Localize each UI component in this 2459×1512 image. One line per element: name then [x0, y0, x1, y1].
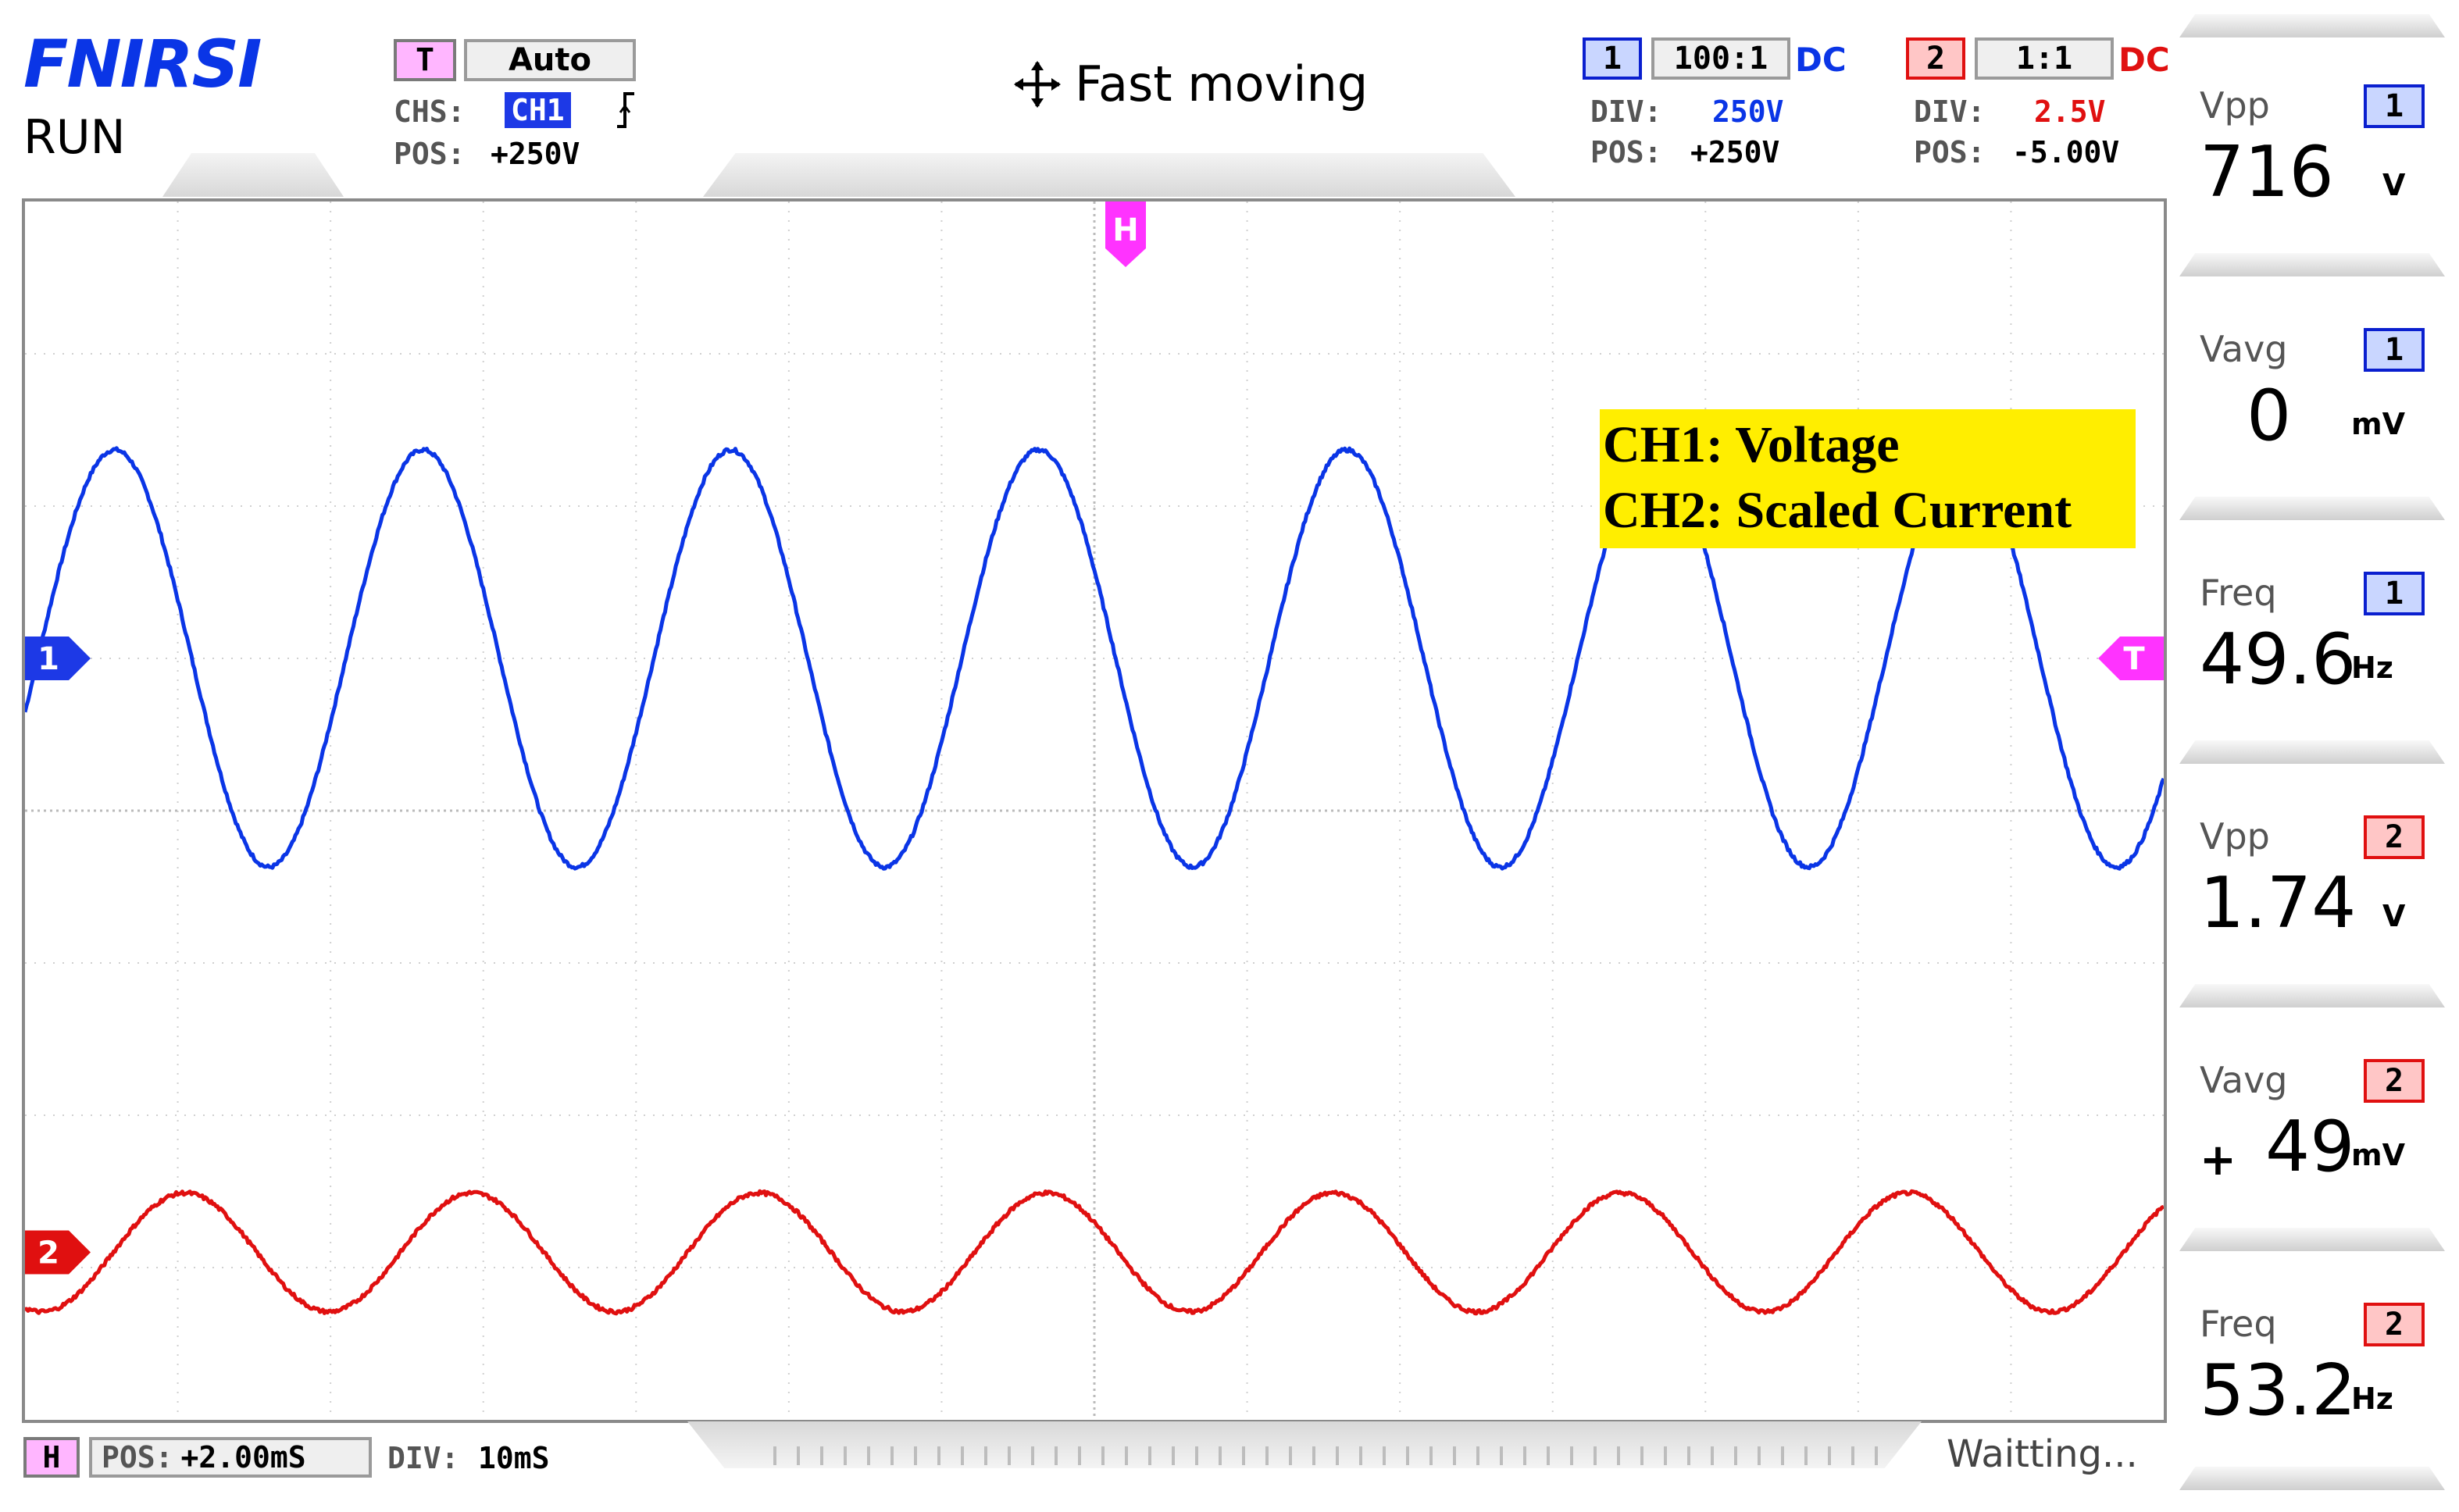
panel-separator [2179, 1467, 2445, 1490]
move-mode[interactable]: Fast moving [1012, 59, 1368, 109]
header-tab-center [703, 153, 1515, 197]
measurement-value: 716 [2200, 131, 2334, 213]
ch1-probe[interactable]: 100:1 [1651, 37, 1790, 80]
measurement-channel-badge[interactable]: 1 [2364, 84, 2425, 128]
footer-div-value: 10mS [478, 1441, 550, 1475]
ch1-div-value: 250V [1712, 94, 1784, 129]
trigger-pos-value: +250V [491, 137, 580, 171]
measurement-label: Freq [2200, 572, 2277, 614]
footer-div-label: DIV: [387, 1441, 459, 1475]
trigger-level-marker-label: T [2123, 641, 2145, 677]
ch1-marker[interactable]: 1 [25, 637, 91, 680]
ch1-coupling[interactable]: DC [1795, 41, 1847, 79]
measurement-unit: V [2382, 168, 2406, 202]
ch2-pos-value: -5.00V [2012, 135, 2120, 169]
ch1-waveform [25, 446, 2164, 871]
chs-label: CHS: [394, 94, 466, 129]
waveform-canvas: 1 2 T H [25, 201, 2164, 1420]
legend-box: CH1: Voltage CH2: Scaled Current [1600, 409, 2136, 548]
trigger-mode[interactable]: Auto [464, 39, 636, 81]
measurement-unit: Hz [2351, 1382, 2393, 1416]
measurement-label: Vavg [2200, 328, 2288, 370]
brand-logo: FNIRSI [23, 26, 262, 102]
trigger-pos-label: POS: [394, 137, 466, 171]
measurement-label: Vpp [2200, 84, 2270, 127]
horizontal-position-marker[interactable]: H [1105, 201, 1146, 267]
ch2-pos-label: POS: [1914, 135, 1986, 169]
ch1-badge[interactable]: 1 [1583, 37, 1642, 80]
panel-separator [2179, 740, 2445, 764]
ch2-coupling[interactable]: DC [2118, 41, 2170, 79]
panel-separator [2179, 984, 2445, 1007]
measurement-value: 53.2 [2200, 1350, 2357, 1432]
horizontal-badge[interactable]: H [23, 1437, 80, 1478]
scope-plot[interactable]: 1 2 T H CH1: Voltage CH2: Scaled Current [22, 198, 2167, 1423]
panel-separator [2179, 14, 2445, 37]
measurement-value: 49 [2265, 1106, 2355, 1188]
ch2-probe[interactable]: 1:1 [1975, 37, 2114, 80]
rising-edge-icon [617, 92, 634, 128]
ch2-badge[interactable]: 2 [1906, 37, 1965, 80]
legend-item-ch2: CH2: Scaled Current [1603, 482, 2072, 539]
move-mode-label: Fast moving [1075, 55, 1369, 112]
measurement-label: Vpp [2200, 815, 2270, 858]
move-arrows-icon [1014, 61, 1061, 108]
footer-pos-value: +2.00mS [180, 1440, 306, 1475]
measurement-unit: Hz [2351, 651, 2393, 685]
run-status[interactable]: RUN [23, 110, 126, 165]
panel-separator [2179, 253, 2445, 276]
time-scroll-ticks [773, 1446, 1883, 1465]
measurement-channel-badge[interactable]: 2 [2364, 1059, 2425, 1103]
header-tab-left [162, 153, 344, 197]
chs-value[interactable]: CH1 [505, 92, 571, 128]
measurement-label: Freq [2200, 1303, 2277, 1345]
footer-pos[interactable]: POS: +2.00mS [89, 1437, 372, 1478]
measurement-channel-badge[interactable]: 1 [2364, 572, 2425, 615]
measurement-channel-badge[interactable]: 2 [2364, 815, 2425, 859]
ch2-div-label: DIV: [1914, 94, 1986, 129]
measurement-unit: V [2382, 899, 2406, 933]
ch2-waveform [25, 1189, 2164, 1316]
measurement-value: 0 [2247, 375, 2292, 457]
measurement-channel-badge[interactable]: 2 [2364, 1303, 2425, 1346]
measurement-unit: mV [2351, 1138, 2406, 1172]
ch2-marker-label: 2 [37, 1236, 59, 1271]
ch1-pos-value: +250V [1690, 135, 1780, 169]
measurement-unit: mV [2351, 407, 2406, 441]
trigger-level-marker[interactable]: T [2098, 637, 2164, 680]
footer-pos-label: POS: [102, 1440, 173, 1475]
horizontal-position-marker-label: H [1112, 212, 1138, 248]
measurement-value: 1.74 [2200, 862, 2357, 944]
measurement-sign: + [2200, 1135, 2236, 1186]
legend-item-ch1: CH1: Voltage [1603, 416, 1900, 473]
ch1-marker-label: 1 [37, 641, 59, 677]
ch2-marker[interactable]: 2 [25, 1230, 91, 1275]
measurement-value: 49.6 [2200, 619, 2357, 701]
acquisition-status: Waitting... [1947, 1432, 2138, 1476]
panel-separator [2179, 497, 2445, 520]
panel-separator [2179, 1228, 2445, 1251]
ch2-div-value: 2.5V [2034, 94, 2106, 129]
measurement-label: Vavg [2200, 1059, 2288, 1101]
ch1-pos-label: POS: [1590, 135, 1662, 169]
measurement-channel-badge[interactable]: 1 [2364, 328, 2425, 372]
ch1-div-label: DIV: [1590, 94, 1662, 129]
trigger-badge[interactable]: T [394, 39, 456, 81]
